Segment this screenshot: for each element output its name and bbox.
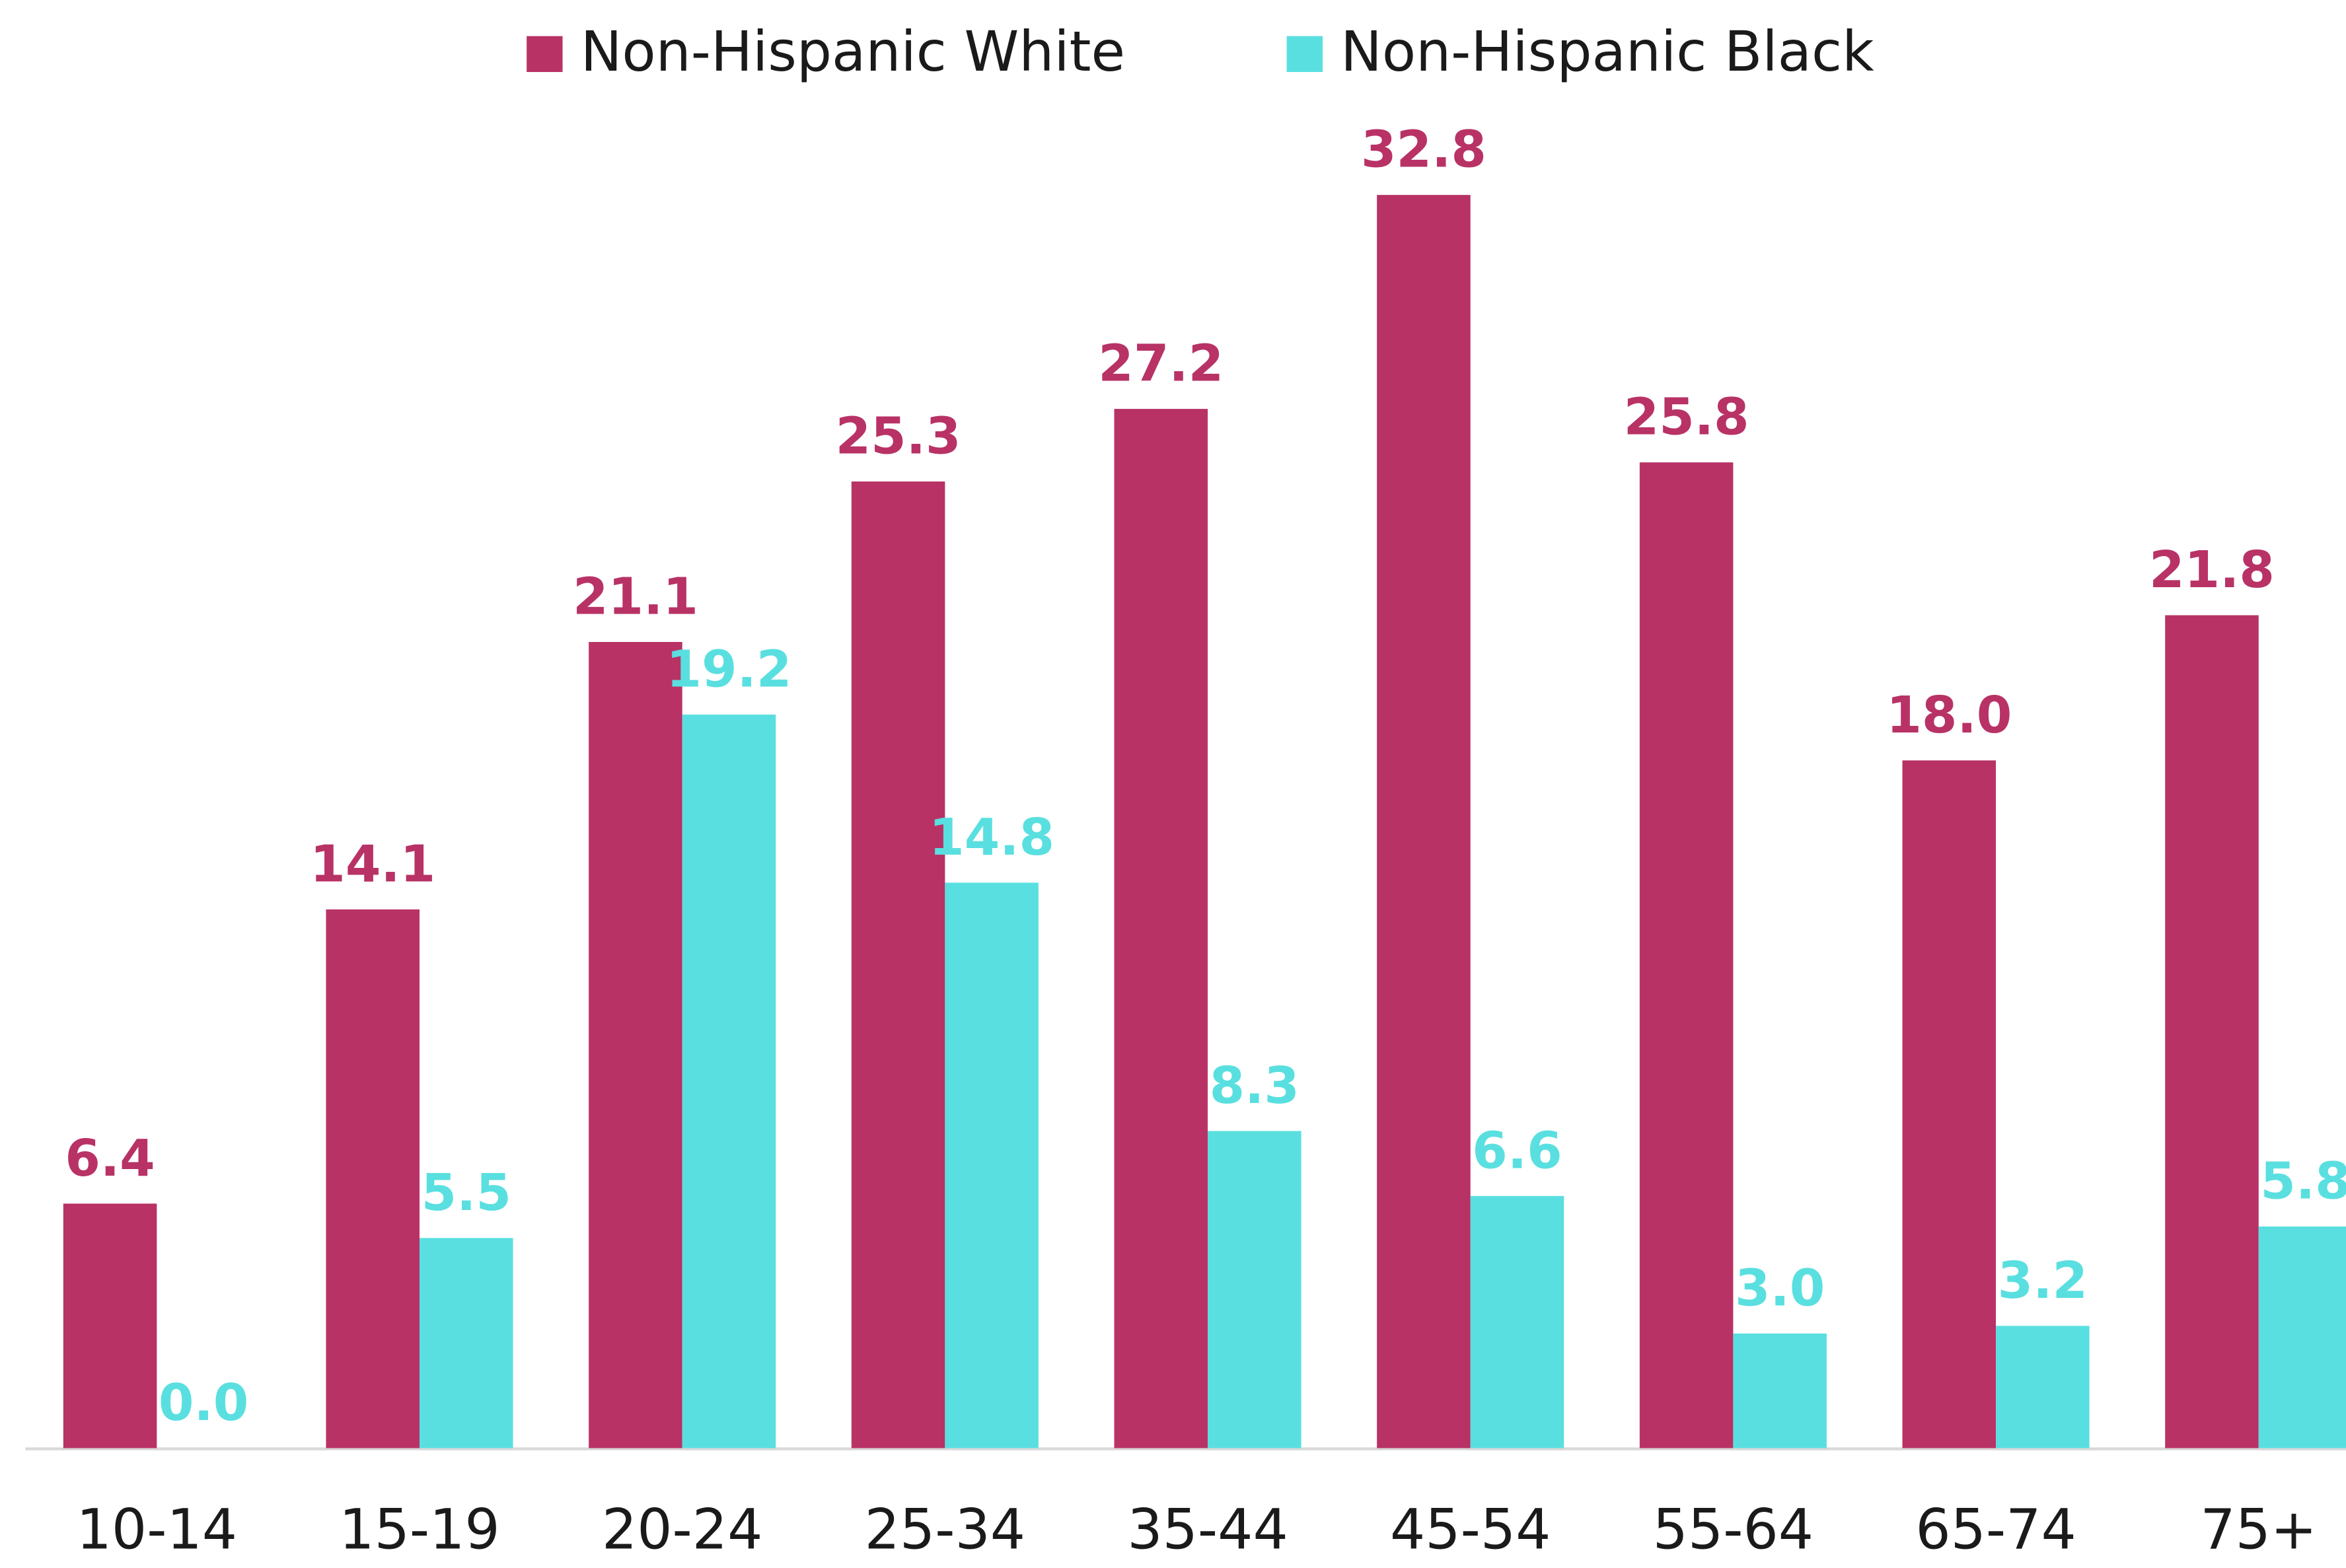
data-label: 14.8: [929, 808, 1054, 867]
bar: [326, 909, 420, 1448]
bar: [1902, 760, 1997, 1448]
bar: [945, 882, 1039, 1448]
x-tick-label: 55-64: [1653, 1497, 1814, 1562]
bar: [682, 714, 776, 1448]
legend-label: Non-Hispanic Black: [1340, 19, 1874, 84]
data-label: 21.1: [573, 568, 698, 627]
bar: [1114, 409, 1208, 1448]
bar: [63, 1203, 157, 1448]
data-label: 18.0: [1886, 686, 2012, 745]
x-tick-label: 10-14: [77, 1497, 237, 1562]
data-label: 21.8: [2149, 541, 2275, 600]
data-label: 32.8: [1361, 121, 1486, 180]
data-label: 6.6: [1472, 1122, 1562, 1180]
data-label: 19.2: [666, 640, 791, 699]
data-label: 14.1: [310, 835, 435, 894]
bar: [1377, 195, 1471, 1448]
data-label: 5.8: [2260, 1153, 2346, 1211]
bar: [589, 641, 682, 1448]
bar: [2258, 1227, 2346, 1448]
bar: [2165, 615, 2259, 1448]
data-label: 0.0: [159, 1374, 248, 1433]
bar: [1733, 1333, 1827, 1448]
data-label: 8.3: [1210, 1057, 1300, 1116]
data-label: 25.3: [836, 408, 961, 466]
bar: [1208, 1131, 1301, 1448]
x-tick-label: 20-24: [602, 1497, 762, 1562]
bar: [1996, 1326, 2090, 1448]
data-label: 5.5: [422, 1164, 511, 1223]
data-label: 6.4: [65, 1129, 155, 1188]
legend-swatch: [1286, 36, 1323, 73]
x-tick-label: 45-54: [1390, 1497, 1551, 1562]
data-label: 3.0: [1735, 1260, 1825, 1318]
x-tick-label: 65-74: [1915, 1497, 2076, 1562]
legend-swatch: [527, 36, 563, 73]
x-tick-label: 35-44: [1127, 1497, 1288, 1562]
legend-label: Non-Hispanic White: [581, 19, 1125, 84]
bar: [1470, 1195, 1564, 1448]
x-tick-label: 15-19: [339, 1497, 499, 1562]
data-label: 25.8: [1624, 388, 1749, 447]
bar: [1639, 462, 1734, 1448]
bar: [420, 1238, 513, 1448]
x-tick-label: 75+: [2200, 1497, 2317, 1562]
bar: [851, 481, 945, 1448]
data-label: 27.2: [1098, 335, 1224, 394]
x-tick-label: 25-34: [865, 1497, 1025, 1562]
data-label: 3.2: [1998, 1252, 2088, 1310]
